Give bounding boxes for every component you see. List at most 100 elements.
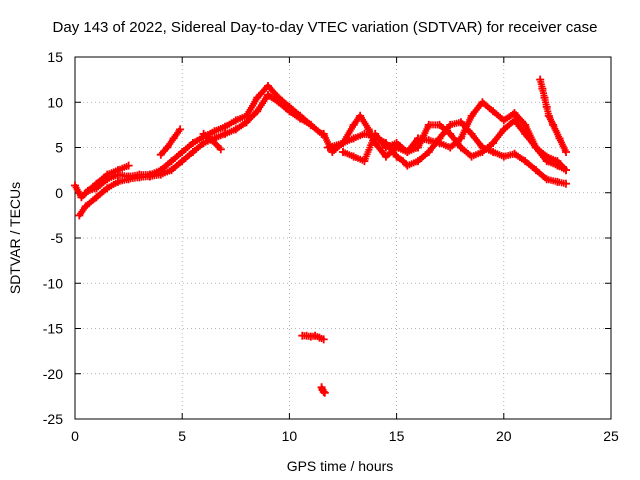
data-point bbox=[562, 148, 570, 156]
data-point bbox=[113, 177, 122, 186]
data-point bbox=[381, 152, 390, 161]
data-point bbox=[499, 125, 508, 134]
y-tick-label: 10 bbox=[47, 94, 63, 110]
series-track-a bbox=[75, 91, 326, 220]
data-point bbox=[81, 202, 90, 211]
data-point bbox=[167, 166, 176, 175]
data-point bbox=[124, 172, 133, 181]
data-point bbox=[414, 157, 422, 166]
data-point bbox=[542, 175, 551, 184]
data-point bbox=[103, 170, 112, 179]
data-point bbox=[339, 139, 347, 147]
y-tick-label: -5 bbox=[51, 230, 64, 246]
data-point bbox=[319, 129, 328, 138]
data-point bbox=[510, 116, 519, 125]
data-point bbox=[113, 166, 122, 175]
data-point bbox=[510, 149, 519, 158]
data-point bbox=[285, 102, 294, 111]
y-tick-label: -20 bbox=[43, 366, 63, 382]
data-point bbox=[360, 129, 369, 138]
data-point bbox=[424, 120, 433, 129]
data-point bbox=[521, 120, 530, 129]
data-point bbox=[392, 139, 401, 147]
data-point bbox=[156, 150, 165, 159]
data-point bbox=[489, 107, 498, 116]
data-point bbox=[169, 134, 178, 143]
y-tick-label: -25 bbox=[43, 411, 63, 427]
data-point bbox=[188, 139, 197, 147]
x-tick-label: 0 bbox=[71, 428, 79, 444]
data-point bbox=[75, 211, 84, 220]
data-point bbox=[221, 122, 230, 131]
grid-lines bbox=[75, 57, 611, 419]
data-point bbox=[532, 166, 540, 175]
data-point bbox=[178, 157, 187, 166]
data-point bbox=[356, 111, 365, 120]
series-track-h bbox=[339, 116, 570, 175]
data-point bbox=[371, 129, 380, 138]
data-point bbox=[264, 82, 272, 90]
x-tick-label: 10 bbox=[282, 428, 298, 444]
data-point bbox=[221, 129, 230, 138]
data-point bbox=[124, 161, 133, 170]
series-track-i bbox=[536, 75, 570, 156]
data-point bbox=[210, 127, 219, 136]
data-point bbox=[92, 193, 101, 202]
data-point bbox=[176, 125, 185, 134]
series-track-b bbox=[71, 82, 315, 202]
data-point bbox=[540, 93, 549, 102]
data-point bbox=[360, 157, 369, 166]
data-point bbox=[199, 129, 208, 138]
data-point bbox=[178, 148, 187, 156]
data-point bbox=[414, 143, 422, 152]
data-point bbox=[467, 152, 476, 161]
chart-title: Day 143 of 2022, Sidereal Day-to-day VTE… bbox=[53, 19, 598, 36]
data-point bbox=[156, 166, 165, 175]
data-point bbox=[81, 188, 90, 197]
data-point bbox=[521, 129, 530, 138]
y-tick-label: -15 bbox=[43, 321, 63, 337]
data-point bbox=[399, 157, 407, 166]
data-point bbox=[424, 148, 433, 156]
x-tick-label: 20 bbox=[496, 428, 512, 444]
data-point bbox=[349, 120, 358, 129]
data-point bbox=[446, 129, 455, 138]
data-point bbox=[296, 111, 305, 120]
data-point bbox=[456, 143, 465, 152]
data-point bbox=[71, 181, 79, 190]
data-point bbox=[536, 75, 545, 84]
series-track-j bbox=[298, 331, 328, 344]
data-point bbox=[242, 111, 251, 120]
data-point bbox=[456, 134, 465, 143]
data-point bbox=[208, 136, 217, 145]
data-point bbox=[319, 335, 328, 344]
data-point bbox=[381, 143, 390, 152]
data-point bbox=[403, 148, 412, 156]
data-point bbox=[562, 179, 570, 188]
data-point bbox=[553, 177, 562, 186]
data-point bbox=[253, 107, 262, 116]
data-point bbox=[424, 136, 433, 145]
data-point bbox=[349, 134, 358, 143]
data-point bbox=[253, 93, 262, 102]
y-tick-label: 0 bbox=[55, 185, 63, 201]
x-tick-label: 5 bbox=[178, 428, 186, 444]
data-point bbox=[216, 145, 225, 154]
data-point bbox=[135, 170, 144, 179]
data-point bbox=[478, 98, 487, 107]
x-tick-label: 25 bbox=[603, 428, 619, 444]
y-tick-label: 15 bbox=[47, 49, 63, 65]
data-point bbox=[467, 111, 476, 120]
y-tick-label: 5 bbox=[55, 140, 63, 156]
data-point bbox=[306, 120, 315, 129]
data-point bbox=[489, 148, 498, 156]
data-point bbox=[324, 143, 332, 152]
data-point bbox=[231, 125, 240, 134]
data-point bbox=[311, 331, 320, 340]
data-point bbox=[542, 152, 551, 161]
data-point bbox=[499, 116, 508, 125]
data-point bbox=[403, 161, 412, 170]
data-point bbox=[456, 118, 465, 127]
data-point bbox=[264, 91, 272, 99]
